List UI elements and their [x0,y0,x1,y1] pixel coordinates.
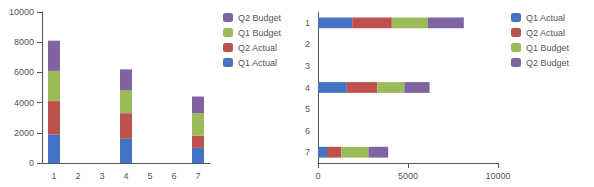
svg-text:10000: 10000 [9,7,34,17]
svg-text:Q2 Actual: Q2 Actual [526,28,565,38]
svg-text:4: 4 [305,83,310,93]
svg-text:2: 2 [75,171,80,181]
svg-text:3: 3 [305,61,310,71]
svg-text:7: 7 [305,147,310,157]
svg-text:3: 3 [99,171,104,181]
svg-text:7: 7 [195,171,200,181]
svg-text:Q1 Budget: Q1 Budget [238,28,282,38]
svg-text:2000: 2000 [14,128,34,138]
svg-text:Q1 Actual: Q1 Actual [526,13,565,23]
svg-text:Q2 Actual: Q2 Actual [238,43,277,53]
svg-text:4000: 4000 [14,98,34,108]
svg-text:Q1 Budget: Q1 Budget [526,43,570,53]
svg-text:Q2 Budget: Q2 Budget [526,58,570,68]
svg-text:6: 6 [171,171,176,181]
svg-text:Q2 Budget: Q2 Budget [238,13,282,23]
svg-text:4: 4 [123,171,128,181]
svg-text:5000: 5000 [398,171,418,181]
svg-text:1: 1 [51,171,56,181]
svg-text:0: 0 [315,171,320,181]
svg-text:8000: 8000 [14,37,34,47]
svg-text:2: 2 [305,39,310,49]
svg-text:6: 6 [305,126,310,136]
svg-text:1: 1 [305,18,310,28]
svg-text:5: 5 [147,171,152,181]
svg-text:5: 5 [305,104,310,114]
svg-text:0: 0 [29,158,34,168]
svg-text:Q1 Actual: Q1 Actual [238,58,277,68]
svg-text:10000: 10000 [485,171,510,181]
svg-text:6000: 6000 [14,67,34,77]
